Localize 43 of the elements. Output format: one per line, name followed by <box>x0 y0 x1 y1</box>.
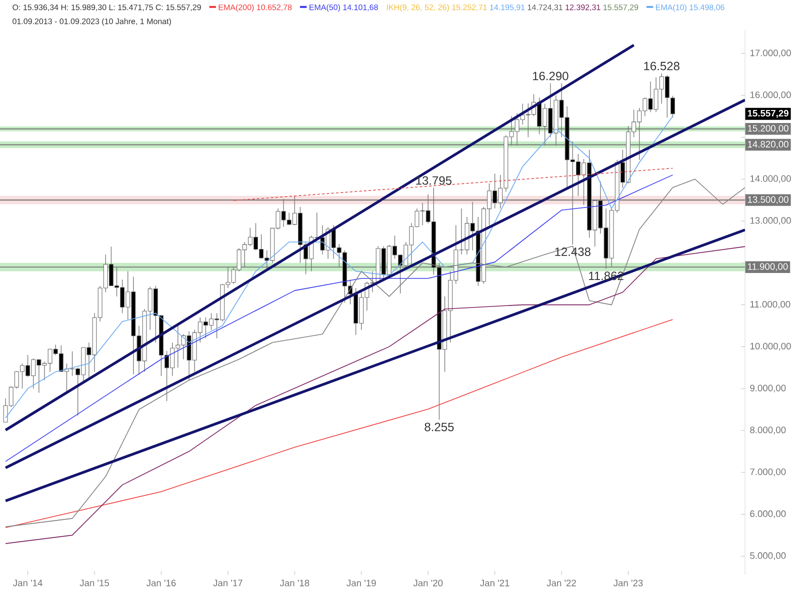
text: 14.195,91 <box>490 4 525 12</box>
line-series <box>5 174 674 462</box>
ref-line-label: 13.500,00 <box>748 196 788 204</box>
legend-label: EMA(10) 15.498,06 <box>656 4 724 12</box>
x-tick-label: Jan '20 <box>413 580 443 586</box>
text: 14.724,31 <box>528 4 562 12</box>
y-tick-label: 7.000,00 <box>750 468 786 476</box>
chart-subtitle: 01.09.2013 - 01.09.2023 (10 Jahre, 1 Monat) <box>12 18 171 26</box>
text: 15.557,29 <box>748 110 788 118</box>
text: IKH(9, 26, 52, 26) 15.252,71 <box>387 4 487 12</box>
annotation: 16.528 <box>644 62 680 70</box>
y-tick-label: 5.000,00 <box>750 552 786 560</box>
text: 12.392,31 <box>566 4 600 12</box>
legend-label: EMA(200) 10.652,78 <box>218 4 292 12</box>
y-tick-label: 8.000,00 <box>750 426 786 434</box>
line-series <box>5 319 674 528</box>
y-tick-label: 9.000,00 <box>750 384 786 392</box>
line-series <box>5 246 746 544</box>
x-tick-label: Jan '19 <box>346 580 376 586</box>
x-tick-label: Jan '21 <box>480 580 510 586</box>
annotation: 13.795 <box>416 176 452 185</box>
annotation: 8.255 <box>424 422 454 432</box>
annotation: 16.290 <box>532 72 568 80</box>
x-tick-label: Jan '15 <box>80 580 110 586</box>
x-tick-label: Jan '22 <box>546 580 576 586</box>
y-tick-label: 17.000,00 <box>750 50 791 58</box>
x-tick-label: Jan '14 <box>13 580 42 586</box>
x-tick-label: Jan '18 <box>280 580 310 586</box>
y-tick-label: 10.000,00 <box>750 342 791 351</box>
ref-line-label: 14.820,00 <box>748 140 788 149</box>
x-tick-label: Jan '17 <box>213 580 242 586</box>
x-tick-label: Jan '16 <box>146 580 176 586</box>
y-tick-label: 16.000,00 <box>750 92 791 100</box>
y-tick-label: 11.000,00 <box>750 300 790 309</box>
y-tick-label: 13.000,00 <box>750 217 791 225</box>
y-tick-label: 6.000,00 <box>750 510 786 518</box>
y-tick-label: 14.000,00 <box>750 175 791 183</box>
x-tick-label: Jan '23 <box>613 580 643 586</box>
legend-label: EMA(50) 14.101,68 <box>310 4 378 12</box>
ref-line-label: 15.200,00 <box>748 125 788 133</box>
chart-title: O: 15.936,34 H: 15.989,30 L: 15.471,75 C: 15.557,29 <box>12 4 201 12</box>
ref-line-label: 11.900,00 <box>748 263 788 271</box>
text: 15.557,29 <box>604 4 638 12</box>
